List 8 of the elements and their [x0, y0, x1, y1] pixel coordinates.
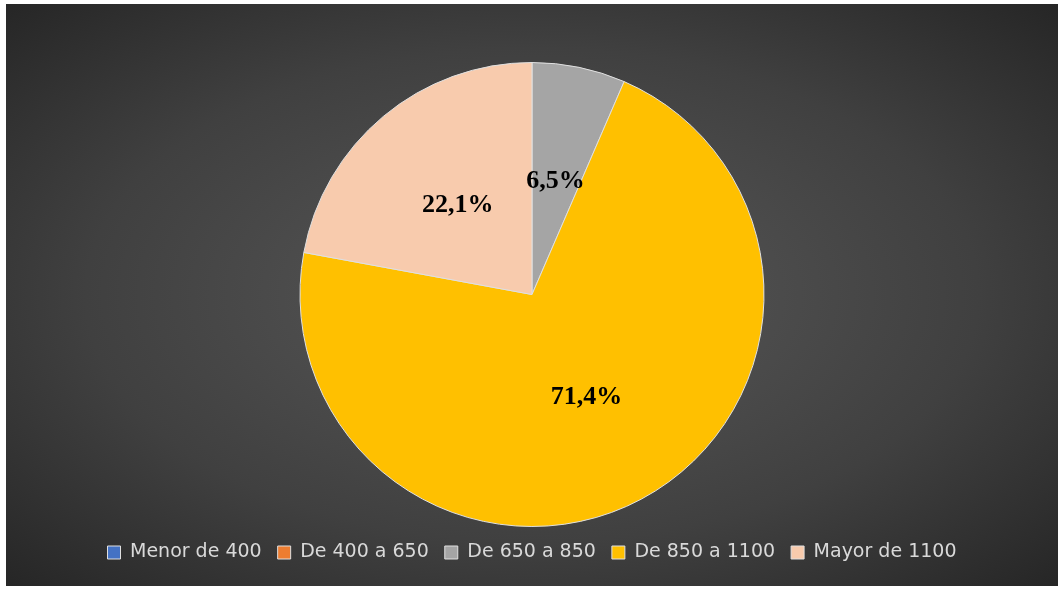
- legend-label: De 400 a 650: [300, 539, 429, 562]
- legend-label: Menor de 400: [130, 539, 262, 562]
- data-label: 6,5%: [526, 164, 585, 194]
- legend-label: Mayor de 1100: [813, 539, 957, 562]
- data-label: 22,1%: [422, 189, 494, 219]
- legend-label: De 850 a 1100: [634, 539, 776, 562]
- data-label: 71,4%: [550, 380, 623, 410]
- legend-label: De 650 a 850: [467, 539, 596, 562]
